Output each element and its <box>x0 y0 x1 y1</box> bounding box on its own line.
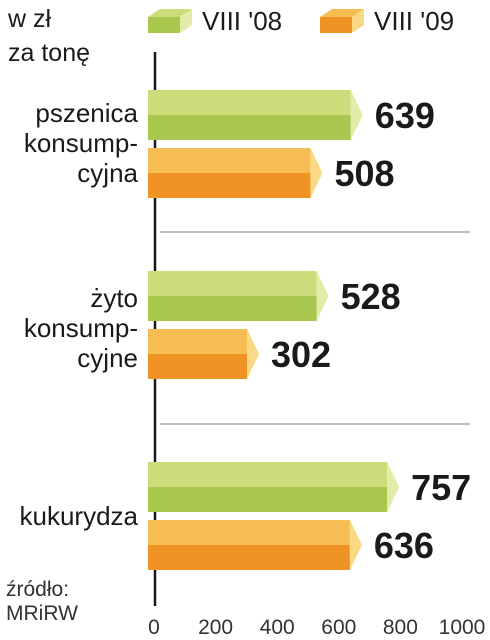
value-label: 639 <box>375 95 435 136</box>
bar-series_2-cat-0 <box>148 148 323 198</box>
category-label-pszenica: pszenica konsump- cyjna <box>24 98 138 188</box>
source-label-line-2: MRiRW <box>6 602 78 625</box>
value-label: 636 <box>374 525 434 566</box>
category-label-line: pszenica <box>35 98 138 128</box>
value-label: 302 <box>271 334 331 375</box>
unit-label-line-1: w zł <box>8 5 52 33</box>
x-tick-label: 600 <box>321 616 356 639</box>
category-label-zyto: żyto konsump- cyjne <box>24 283 138 373</box>
x-tick-label: 200 <box>198 616 233 639</box>
category-label-line: konsump- <box>23 313 138 343</box>
source-label-line-1: źródło: <box>6 578 70 601</box>
category-label-line: żyto <box>90 283 138 313</box>
unit-label-line-2: za tonę <box>8 39 91 67</box>
source-label: źródło: MRiRW <box>6 578 78 626</box>
legend-label-series-1: VIII '08 <box>202 5 283 36</box>
x-tick-label: 0 <box>148 616 160 639</box>
x-tick-label: 400 <box>260 616 295 639</box>
x-tick-label: 800 <box>383 616 418 639</box>
bar-series_1-cat-0 <box>148 90 363 140</box>
value-label: 508 <box>334 153 394 194</box>
bar-series_1-cat-2 <box>148 462 400 512</box>
category-label-kukurydza: kukurydza <box>20 501 139 531</box>
category-label-line: cyjne <box>77 343 138 373</box>
category-label-line: konsump- <box>23 128 138 158</box>
legend-label-series-2: VIII '09 <box>374 5 455 36</box>
bar-series_1-cat-1 <box>148 271 329 321</box>
category-label-line: cyjna <box>77 158 138 188</box>
legend-item-series-1: VIII '08 <box>146 4 282 38</box>
value-label: 528 <box>341 276 401 317</box>
value-label: 757 <box>411 467 471 508</box>
category-label-line: kukurydza <box>19 501 139 531</box>
bar-series_2-cat-2 <box>148 520 362 570</box>
legend-swatch-series-2 <box>320 9 364 33</box>
x-tick-label: 1000 <box>439 616 486 639</box>
legend-swatch-series-1 <box>148 9 192 33</box>
bar-series_2-cat-1 <box>148 329 260 379</box>
legend-item-series-2: VIII '09 <box>318 4 454 38</box>
unit-label: w zł za tonę <box>8 2 90 70</box>
